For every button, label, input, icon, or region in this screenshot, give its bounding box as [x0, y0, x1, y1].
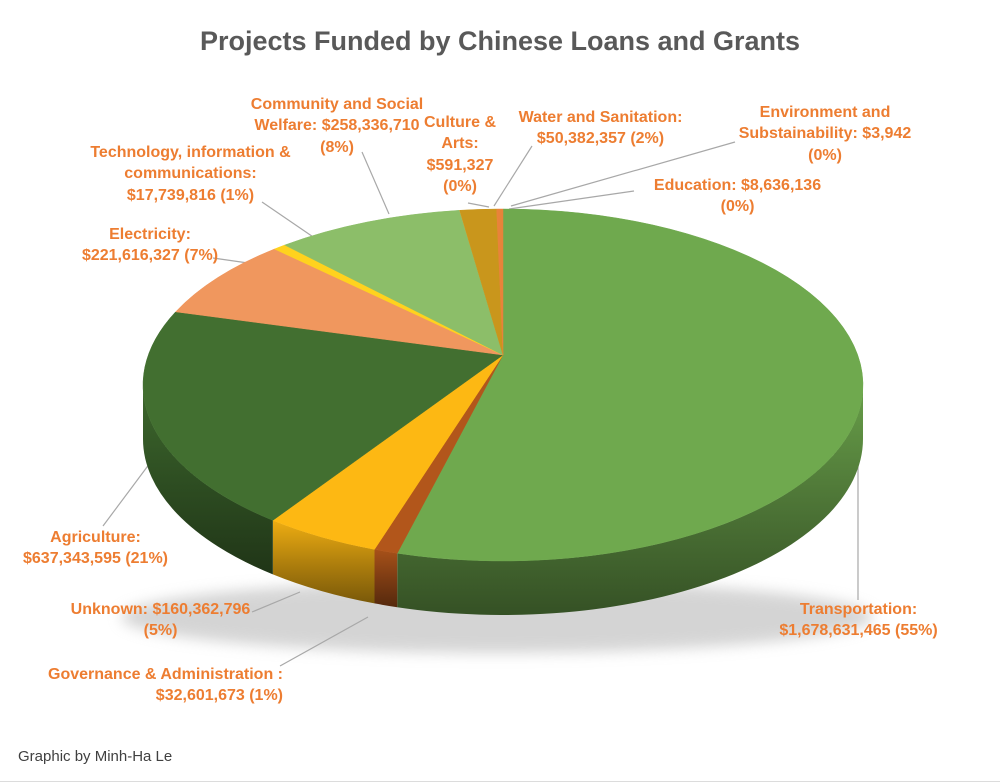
pie-slice-transportation	[396, 208, 864, 562]
slice-label-transportation: Transportation: $1,678,631,465 (55%)	[779, 601, 938, 640]
leader-line-electricity	[212, 257, 249, 264]
leader-line-environment	[510, 141, 736, 207]
pie-slice-education	[496, 208, 504, 356]
pie-slice-electricity	[175, 248, 504, 356]
slice-label-water: Water and Sanitation: $50,382,357 (2%)	[518, 109, 683, 148]
credit-text: Graphic by Minh-Ha Le	[18, 748, 173, 765]
leader-line-community	[361, 151, 390, 215]
slice-label-culture: Culture & Arts: $591,327 (0%)	[424, 114, 496, 196]
leader-line-agriculture	[102, 462, 151, 527]
pie-slice-agriculture	[142, 311, 504, 521]
leader-line-governance	[279, 616, 369, 667]
slice-label-environment: Environment and Substainability: $3,942 …	[738, 104, 912, 164]
leader-line-education	[508, 190, 635, 210]
pie-slice-community	[284, 210, 504, 356]
leader-line-water	[493, 145, 533, 207]
slice-label-education: Education: $8,636,136 (0%)	[653, 177, 822, 216]
slice-label-technology: Technology, information & communications…	[90, 144, 291, 204]
pie-slice-side-unknown	[272, 520, 375, 604]
leader-line-culture	[467, 202, 490, 208]
chart-title: Projects Funded by Chinese Loans and Gra…	[199, 26, 801, 56]
pie-shadow	[121, 581, 873, 653]
pie-slice-side-transportation	[397, 385, 863, 616]
leader-line-unknown	[251, 591, 301, 613]
pie-slice-side-governance	[374, 549, 398, 608]
slice-label-governance: Governance & Administration : $32,601,67…	[48, 666, 283, 705]
pie-slice-side-agriculture	[143, 385, 273, 575]
slice-label-unknown: Unknown: $160,362,796 (5%)	[70, 601, 251, 640]
slice-label-community: Community and Social Welfare: $258,336,7…	[250, 96, 424, 156]
slice-label-electricity: Electricity: $221,616,327 (7%)	[81, 226, 219, 265]
slice-label-agriculture: Agriculture: $637,343,595 (21%)	[23, 529, 168, 568]
